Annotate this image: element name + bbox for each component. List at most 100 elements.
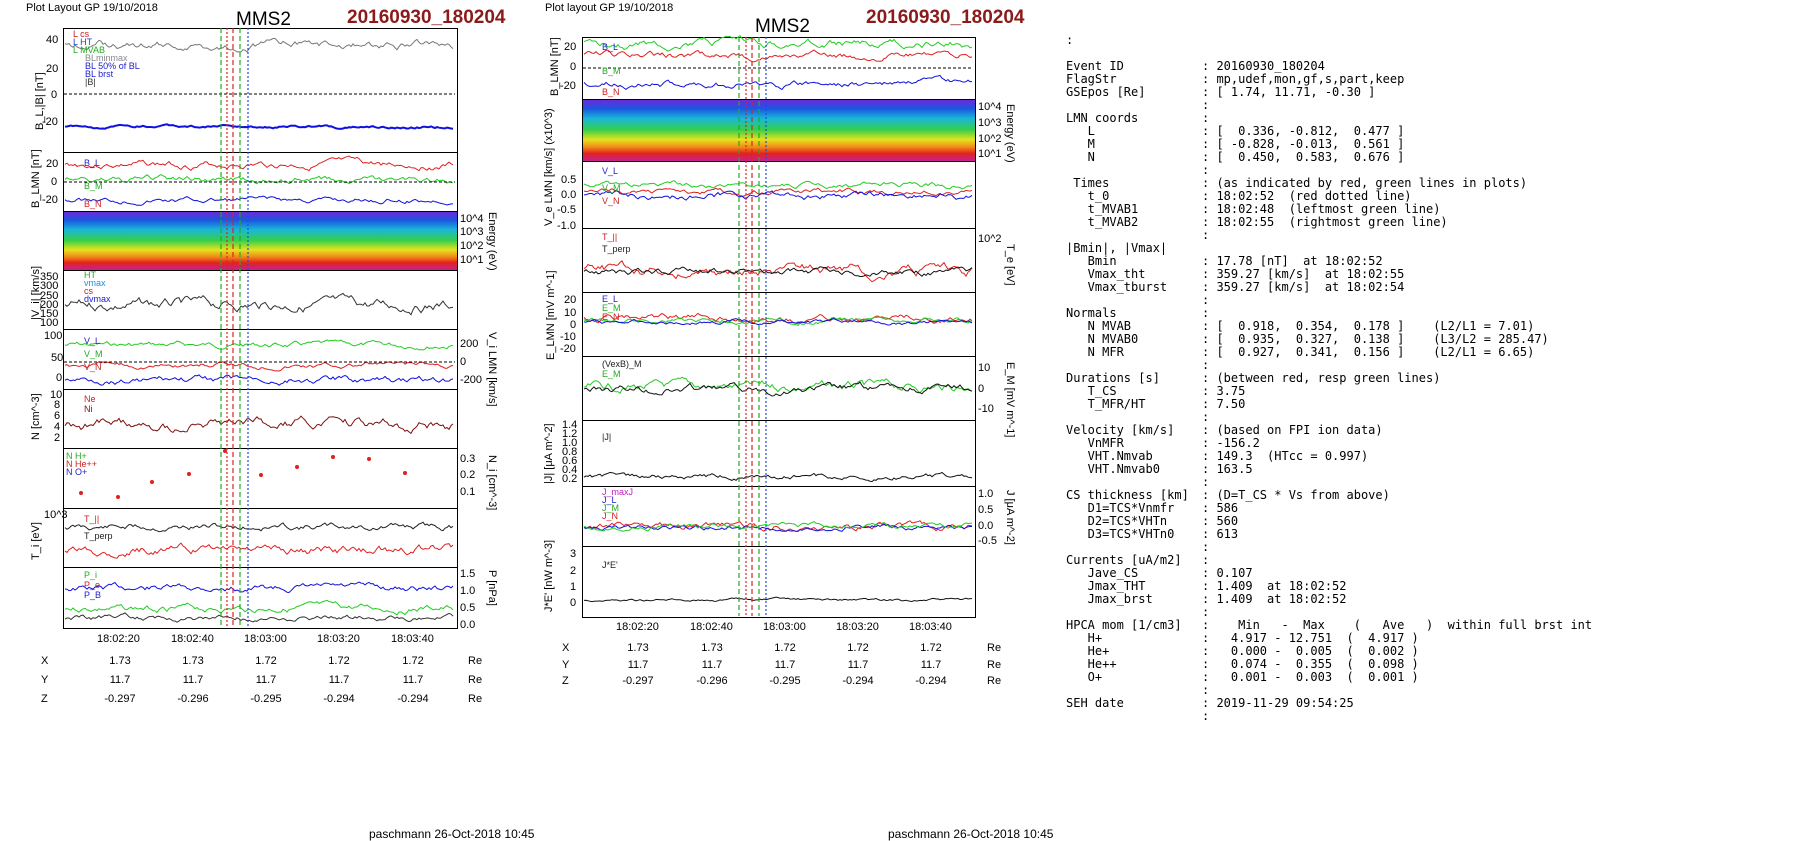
info-key: FlagStr bbox=[1066, 72, 1117, 86]
info-value: : bbox=[1202, 228, 1210, 242]
info-line: SEH date: 2019-11-29 09:54:25 bbox=[1066, 697, 1592, 710]
info-value: : [ 0.927, 0.341, 0.156 ] (L2/L1 = 6.65) bbox=[1202, 345, 1535, 359]
info-key: t_0 bbox=[1066, 189, 1110, 203]
r-espec-tick: 10^4 bbox=[978, 101, 1002, 113]
info-value: : [ 0.935, 0.327, 0.138 ] (L3/L2 = 285.4… bbox=[1202, 332, 1549, 346]
info-line: N MVAB: [ 0.918, 0.354, 0.178 ] (L2/L1 =… bbox=[1066, 320, 1592, 333]
info-key: Times bbox=[1066, 176, 1110, 190]
panel-r-te bbox=[582, 228, 976, 294]
panel-r-j bbox=[582, 420, 976, 488]
info-key: He+ bbox=[1066, 644, 1110, 658]
pos-value: -0.296 bbox=[177, 693, 209, 705]
n-tick: 4 bbox=[54, 421, 61, 433]
info-key: Vmax_tht bbox=[1066, 267, 1146, 281]
r-em-tick: -10 bbox=[978, 403, 994, 415]
pos-value: 11.7 bbox=[627, 659, 649, 671]
pos-unit: Re bbox=[987, 675, 1002, 687]
info-value: : 0.107 bbox=[1202, 566, 1253, 580]
right-time-tick: 18:03:20 bbox=[836, 621, 879, 633]
info-value: : 3.75 bbox=[1202, 384, 1246, 398]
bl-legend-50pct: BL 50% of BL bbox=[85, 61, 140, 71]
info-key: O+ bbox=[1066, 670, 1103, 684]
hpca-tick: 0.3 bbox=[460, 453, 476, 465]
hpca-rlabel: N_i [cm^-3] bbox=[486, 455, 498, 511]
trace-pe bbox=[64, 612, 454, 623]
info-key: He++ bbox=[1066, 657, 1117, 671]
r-jlmn-legend-jm: J_M bbox=[602, 503, 620, 513]
r-elmn-tick: -20 bbox=[560, 343, 576, 355]
info-key: Normals bbox=[1066, 306, 1117, 320]
info-value: : 4.917 - 12.751 ( 4.917 ) bbox=[1202, 631, 1419, 645]
info-lead: : bbox=[1066, 33, 1074, 47]
info-key: D1=TCS*Vnmfr bbox=[1066, 501, 1175, 515]
vi-tick: 250 bbox=[40, 290, 59, 302]
pos-unit: Re bbox=[468, 674, 483, 686]
r-blmn-legend-bl: B_L bbox=[602, 42, 619, 52]
trace-tperp bbox=[64, 521, 454, 533]
info-value: : 586 bbox=[1202, 501, 1239, 515]
info-line: T_CS: 3.75 bbox=[1066, 385, 1592, 398]
info-line: M: [ -0.828, -0.013, 0.561 ] bbox=[1066, 138, 1592, 151]
hpca-tick: 0.2 bbox=[460, 469, 476, 481]
r-ve-legend-vn: V_N bbox=[602, 196, 620, 206]
r-jlmn-tick: 1.0 bbox=[978, 488, 994, 500]
p-legend-pb: P_B bbox=[84, 590, 102, 600]
pos-label: Y bbox=[41, 674, 49, 686]
p-tick: 0.5 bbox=[460, 602, 476, 614]
info-value: : 1.409 at 18:02:52 bbox=[1202, 579, 1347, 593]
info-key: Jmax_brst bbox=[1066, 592, 1153, 606]
info-line: VHT.Nmvab0 : 163.5 bbox=[1066, 463, 1592, 476]
info-key: VHT.Nmvab bbox=[1066, 449, 1153, 463]
pos-value: 1.72 bbox=[255, 655, 277, 667]
pos-value: 1.73 bbox=[701, 642, 723, 654]
r-elmn-legend-em: E_M bbox=[602, 303, 621, 313]
pos-value: -0.296 bbox=[696, 675, 728, 687]
info-key: Currents [uA/m2] bbox=[1066, 553, 1182, 567]
info-key: Jmax_THT bbox=[1066, 579, 1146, 593]
pos-value: -0.295 bbox=[769, 675, 801, 687]
info-line: Velocity [km/s]: (based on FPI ion data) bbox=[1066, 424, 1592, 437]
info-line: : bbox=[1066, 164, 1592, 177]
info-line: : bbox=[1066, 710, 1592, 723]
panel-r-ve bbox=[582, 161, 976, 230]
info-key: N bbox=[1066, 150, 1095, 164]
r-te-legend-tperp: T_perp bbox=[602, 244, 631, 254]
info-line: FlagStr: mp,udef,mon,gf,s,part,keep bbox=[1066, 73, 1592, 86]
n-tick: 10 bbox=[50, 389, 63, 401]
info-value: : [ 1.74, 11.71, -0.30 ] bbox=[1202, 85, 1376, 99]
info-line: Jmax_brst: 1.409 at 18:02:52 bbox=[1066, 593, 1592, 606]
vi-legend-ht: HT bbox=[84, 270, 96, 280]
r-jlmn-tick: 0.0 bbox=[978, 520, 994, 532]
info-line: N: [ 0.450, 0.583, 0.676 ] bbox=[1066, 151, 1592, 164]
n-tick: 8 bbox=[54, 399, 61, 411]
r-jlmn-legend-jl: J_L bbox=[602, 495, 617, 505]
info-line: D3=TCS*VHTn0: 613 bbox=[1066, 528, 1592, 541]
blmn-tick: 20 bbox=[46, 158, 59, 170]
info-value: : (between red, resp green lines) bbox=[1202, 371, 1441, 385]
right-footer: paschmann 26-Oct-2018 10:45 bbox=[888, 827, 1054, 841]
info-value: : 7.50 bbox=[1202, 397, 1246, 411]
trace-pb bbox=[64, 581, 454, 594]
r-espec-tick: 10^3 bbox=[978, 117, 1002, 129]
r-ve-tick: 0.5 bbox=[561, 174, 577, 186]
pos-label: X bbox=[562, 642, 570, 654]
trace-bn bbox=[64, 195, 454, 206]
r-j-legend: |J| bbox=[602, 432, 612, 442]
espec-tick: 10^2 bbox=[460, 240, 484, 252]
r-ve-legend-vm: V_M bbox=[602, 183, 621, 193]
vi-tick: 300 bbox=[40, 280, 59, 292]
r-em-tick: 10 bbox=[978, 362, 991, 374]
info-key: VHT.Nmvab0 bbox=[1066, 462, 1160, 476]
info-value: : 163.5 bbox=[1202, 462, 1253, 476]
info-line: t_MVAB1: 18:02:48 (leftmost green line) bbox=[1066, 203, 1592, 216]
info-line: T_MFR/HT: 7.50 bbox=[1066, 398, 1592, 411]
hpca-point bbox=[367, 457, 371, 461]
trace-r-vn bbox=[583, 187, 973, 197]
trace-bl bbox=[64, 155, 454, 172]
info-line: : bbox=[1066, 99, 1592, 112]
n-tick: 2 bbox=[54, 432, 61, 444]
info-line: : bbox=[1066, 606, 1592, 619]
trace-bl-brst bbox=[64, 123, 454, 130]
r-elmn-tick: -10 bbox=[560, 331, 576, 343]
left-time-tick: 18:03:40 bbox=[391, 633, 434, 645]
